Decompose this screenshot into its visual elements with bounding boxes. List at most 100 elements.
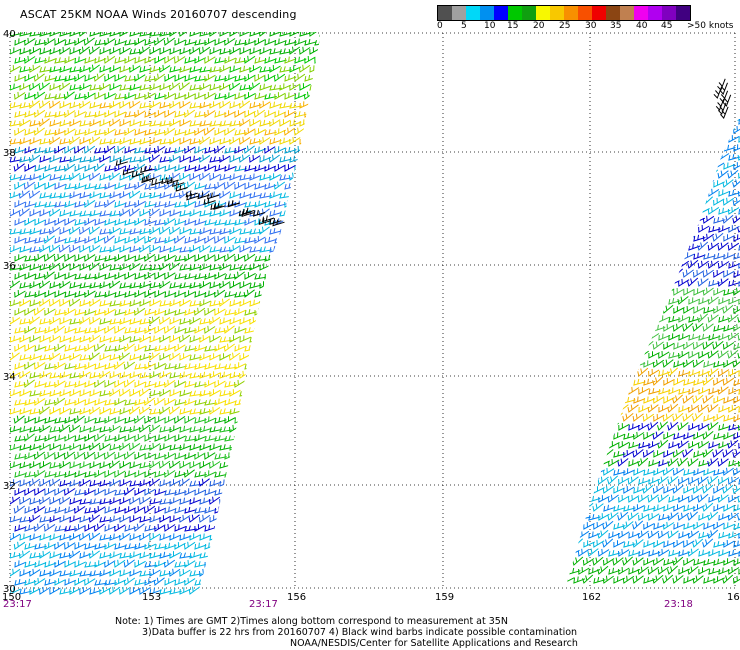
wind-barb — [314, 470, 320, 478]
wind-barb — [319, 209, 320, 217]
wind-barb — [299, 444, 312, 451]
wind-barb — [104, 127, 116, 136]
wind-barb — [683, 108, 696, 116]
wind-barb — [174, 308, 187, 316]
wind-barb — [688, 387, 701, 395]
wind-barb — [153, 397, 166, 406]
wind-barb — [234, 379, 246, 388]
wind-barb — [592, 269, 604, 278]
wind-barb — [628, 567, 641, 575]
wind-barb — [154, 272, 166, 280]
wind-barb — [627, 260, 639, 269]
wind-barb — [663, 144, 676, 152]
wind-barb — [10, 461, 22, 469]
wind-barb — [309, 354, 320, 361]
wind-barb — [678, 495, 690, 503]
wind-barb — [29, 173, 42, 181]
wind-barb — [565, 360, 576, 368]
wind-barb — [299, 46, 311, 55]
wind-barb — [219, 408, 232, 415]
wind-barb — [194, 488, 207, 496]
wind-barb — [279, 478, 291, 487]
wind-barb — [154, 308, 167, 316]
wind-barb — [269, 137, 282, 145]
wind-barb — [608, 405, 621, 413]
wind-barb — [642, 413, 655, 422]
wind-barb — [134, 218, 146, 226]
wind-barb — [44, 164, 57, 172]
wind-barb — [84, 488, 97, 496]
wind-barb — [74, 38, 86, 46]
wind-barb — [64, 145, 76, 154]
wind-barb — [309, 47, 320, 55]
wind-barb — [294, 380, 307, 388]
wind-barb — [647, 224, 659, 233]
lat-lon-grid — [9, 32, 736, 589]
wind-barb — [692, 107, 704, 116]
wind-barb — [44, 451, 56, 460]
wind-barb — [239, 47, 252, 55]
wind-barb — [727, 206, 740, 215]
wind-barb — [159, 300, 172, 307]
wind-barb — [204, 435, 217, 442]
wind-barb — [632, 250, 644, 260]
wind-barb — [733, 234, 740, 242]
wind-barb — [608, 441, 620, 449]
wind-barb — [673, 306, 685, 314]
wind-barb — [261, 215, 275, 223]
wind-barb — [603, 126, 616, 134]
wind-barb — [123, 361, 136, 370]
wind-barb — [623, 125, 635, 134]
wind-barb — [239, 84, 252, 91]
wind-barb — [602, 485, 615, 494]
wind-barb — [209, 479, 222, 487]
wind-barb — [58, 496, 71, 505]
wind-barb — [229, 371, 242, 379]
wind-barb — [632, 179, 644, 188]
wind-barb — [653, 450, 665, 458]
wind-barb — [194, 579, 207, 586]
wind-barb — [713, 360, 726, 368]
wind-barb — [289, 136, 301, 145]
wind-barb — [209, 120, 222, 127]
wind-barb — [648, 117, 661, 125]
wind-barb — [643, 251, 655, 260]
wind-barb — [565, 324, 576, 332]
wind-barb — [123, 577, 136, 586]
wind-barb — [693, 450, 706, 458]
wind-barb — [707, 404, 719, 413]
wind-barb — [54, 471, 67, 478]
wind-barb — [618, 261, 631, 269]
wind-barb — [179, 587, 192, 595]
wind-barb — [184, 559, 196, 568]
wind-barb — [54, 253, 66, 262]
wind-barb — [219, 227, 232, 235]
wind-barb — [284, 343, 296, 352]
wind-barb — [253, 433, 266, 442]
wind-barb — [692, 412, 704, 422]
wind-barb — [294, 433, 306, 442]
wind-barb — [597, 242, 609, 251]
wind-barb — [279, 174, 292, 181]
wind-barb — [722, 449, 734, 458]
wind-barb — [243, 289, 255, 298]
wind-barb — [713, 288, 725, 296]
wind-barb — [698, 85, 711, 89]
wind-barb — [568, 423, 581, 431]
wind-barb — [663, 287, 675, 296]
wind-barb — [314, 39, 320, 46]
wind-barb — [138, 424, 151, 433]
longitude-label: 162 — [582, 592, 601, 603]
wind-barb — [314, 344, 320, 352]
wind-barb — [144, 236, 156, 244]
wind-barb — [39, 173, 51, 181]
wind-barb — [314, 363, 320, 370]
wind-barb — [44, 37, 56, 46]
wind-barb — [234, 129, 247, 136]
wind-barb — [572, 449, 584, 458]
legend-swatch — [634, 6, 648, 20]
wind-barb — [144, 271, 156, 280]
wind-barb — [54, 451, 66, 460]
wind-barb — [697, 241, 709, 251]
wind-barb — [264, 289, 276, 298]
